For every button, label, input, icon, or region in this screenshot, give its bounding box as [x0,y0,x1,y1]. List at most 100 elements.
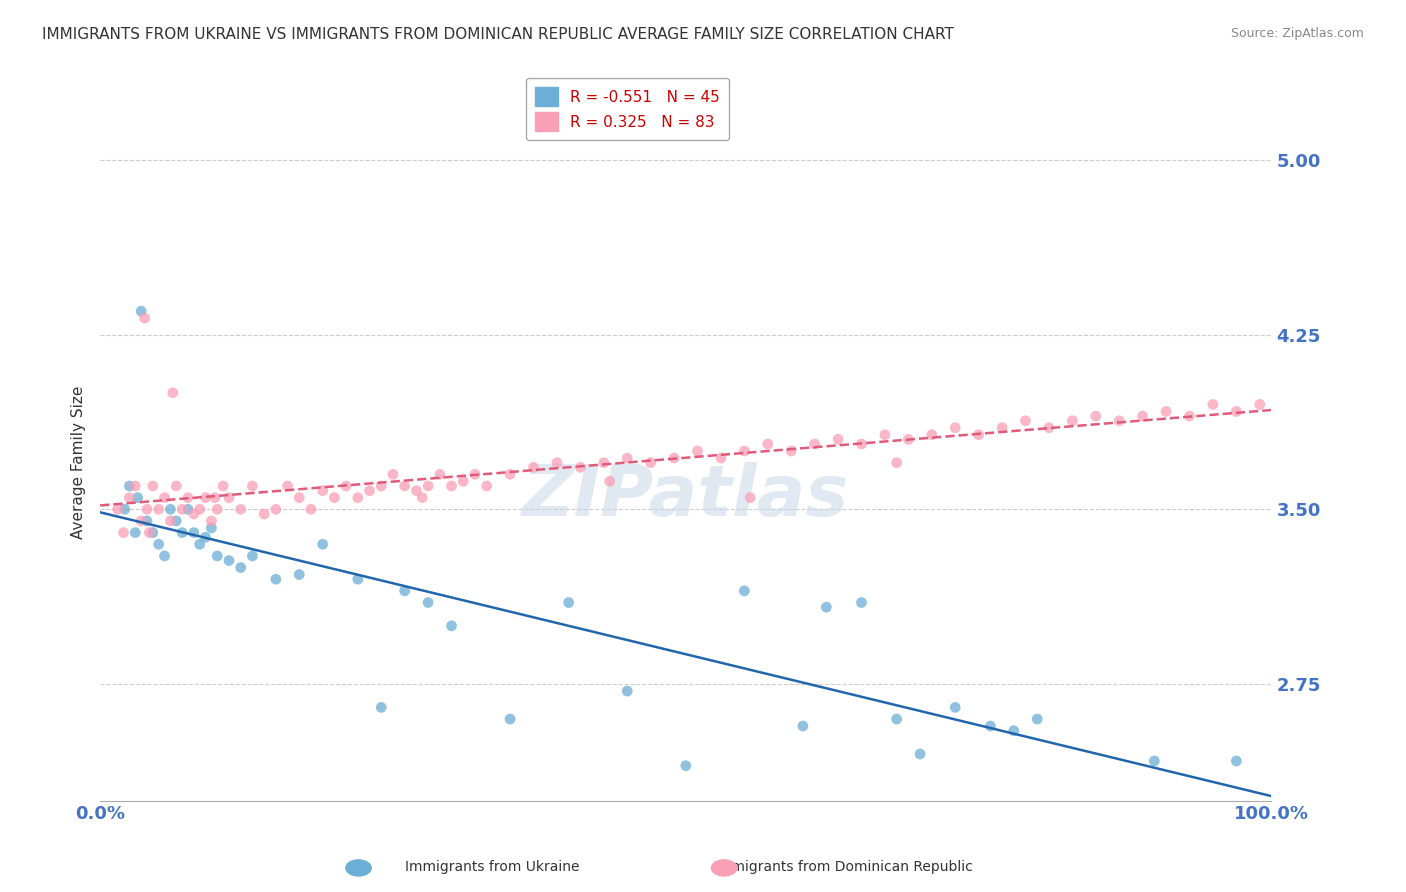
Point [1038,421,1060,435]
Point [1014,414,1036,428]
Point [967,427,990,442]
Point [440,619,463,633]
Point [1202,397,1225,411]
Point [200,521,222,535]
Point [979,719,1001,733]
Text: Immigrants from Dominican Republic: Immigrants from Dominican Republic [714,860,973,874]
Point [733,583,755,598]
Point [299,502,322,516]
Point [686,444,709,458]
Point [142,479,165,493]
Point [381,467,404,482]
Point [546,456,568,470]
Point [411,491,433,505]
Point [177,491,200,505]
Point [212,479,235,493]
Text: IMMIGRANTS FROM UKRAINE VS IMMIGRANTS FROM DOMINICAN REPUBLIC AVERAGE FAMILY SIZ: IMMIGRANTS FROM UKRAINE VS IMMIGRANTS FR… [42,27,955,42]
Point [346,572,368,586]
Text: ZIPatlas: ZIPatlas [522,462,849,531]
Point [207,502,229,516]
Point [756,437,779,451]
Point [242,479,264,493]
Point [640,456,662,470]
Point [815,600,838,615]
Point [136,514,159,528]
Point [114,502,136,516]
Point [107,502,129,516]
Point [229,560,252,574]
Point [253,507,276,521]
Y-axis label: Average Family Size: Average Family Size [72,386,86,540]
Point [188,502,211,516]
Point [569,460,592,475]
Point [662,450,685,465]
Point [429,467,451,482]
Point [172,502,194,516]
Point [136,502,159,516]
Point [464,467,486,482]
Point [148,537,170,551]
Point [138,525,160,540]
Point [943,421,966,435]
Point [1225,404,1247,418]
Point [740,491,762,505]
Point [335,479,357,493]
Point [451,475,474,489]
Point [803,437,825,451]
Point [616,450,638,465]
Text: Source: ZipAtlas.com: Source: ZipAtlas.com [1230,27,1364,40]
Point [242,549,264,563]
Point [921,427,943,442]
Point [557,595,579,609]
Point [359,483,381,498]
Point [124,525,146,540]
Point [475,479,498,493]
Point [827,433,849,447]
Point [165,514,187,528]
Point [264,502,287,516]
Point [124,479,146,493]
Point [183,507,205,521]
Point [522,460,544,475]
Point [416,479,439,493]
Point [1108,414,1130,428]
Point [394,583,416,598]
Point [312,537,335,551]
Point [416,595,439,609]
Point [194,530,217,544]
Point [991,421,1014,435]
Point [134,311,156,326]
Point [165,479,187,493]
Point [277,479,299,493]
Point [194,491,217,505]
Point [200,514,222,528]
Point [127,491,149,505]
Point [1143,754,1166,768]
Point [112,525,135,540]
Point [218,553,240,567]
Point [592,456,614,470]
Point [229,502,252,516]
Point [710,450,733,465]
Point [148,502,170,516]
Point [1225,754,1247,768]
Point [370,700,392,714]
Point [1178,409,1201,423]
Point [153,549,176,563]
Point [264,572,287,586]
Point [792,719,814,733]
Point [1154,404,1177,418]
Point [153,491,176,505]
Point [162,385,184,400]
Point [1132,409,1154,423]
Point [129,514,152,528]
Point [323,491,346,505]
Point [312,483,335,498]
Point [183,525,205,540]
Point [851,437,873,451]
Point [908,747,931,761]
Point [142,525,165,540]
Point [873,427,896,442]
Point [897,433,920,447]
Point [118,479,141,493]
